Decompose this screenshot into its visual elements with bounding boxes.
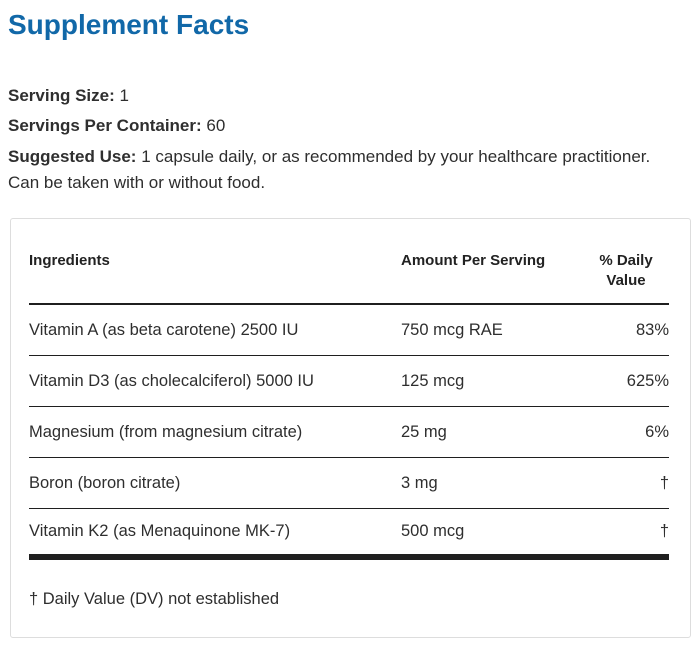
amount-cell: 125 mcg xyxy=(401,371,465,390)
serving-size-label: Serving Size: xyxy=(8,86,115,105)
amount-cell: 500 mcg xyxy=(401,522,465,540)
daily-value-cell: 625% xyxy=(626,371,669,390)
amount-cell: 750 mcg RAE xyxy=(401,320,503,339)
table-row-vitamin-k2: Vitamin K2 (as Menaquinone MK-7) 500 mcg… xyxy=(29,509,669,560)
suggested-use-line: Suggested Use: 1 capsule daily, or as re… xyxy=(8,144,686,196)
ingredient-cell: Magnesium (from magnesium citrate) xyxy=(29,422,303,441)
header-ingredients: Ingredients xyxy=(29,252,110,269)
table-row-magnesium: Magnesium (from magnesium citrate) 25 mg… xyxy=(29,407,669,458)
table-row-vitamin-d3: Vitamin D3 (as cholecalciferol) 5000 IU … xyxy=(29,356,669,407)
daily-value-footnote: † Daily Value (DV) not established xyxy=(29,590,280,608)
supplement-facts-panel: Ingredients Amount Per Serving % Daily V… xyxy=(10,218,691,638)
serving-size-value: 1 xyxy=(119,86,129,105)
servings-per-container-line: Servings Per Container: 60 xyxy=(8,114,690,138)
ingredient-cell: Vitamin D3 (as cholecalciferol) 5000 IU xyxy=(29,371,314,390)
amount-cell: 25 mg xyxy=(401,422,447,441)
suggested-use-label: Suggested Use: xyxy=(8,147,137,166)
page-title: Supplement Facts xyxy=(8,9,250,40)
daily-value-cell: 6% xyxy=(645,422,669,441)
suggested-use-text: 1 capsule daily, or as recommended by yo… xyxy=(8,147,651,192)
facts-table-header: Ingredients Amount Per Serving % Daily V… xyxy=(29,251,669,305)
servings-per-container-label: Servings Per Container: xyxy=(8,116,202,135)
daily-value-cell: † xyxy=(659,473,669,492)
ingredient-cell: Vitamin A (as beta carotene) 2500 IU xyxy=(29,320,299,339)
header-amount-per-serving: Amount Per Serving xyxy=(401,252,546,269)
servings-per-container-value: 60 xyxy=(206,116,226,135)
ingredient-cell: Vitamin K2 (as Menaquinone MK-7) xyxy=(29,522,291,540)
header-percent-daily-value: % Daily Value xyxy=(599,252,653,289)
table-row-vitamin-a: Vitamin A (as beta carotene) 2500 IU 750… xyxy=(29,305,669,356)
daily-value-cell: † xyxy=(659,522,669,540)
serving-size-line: Serving Size: 1 xyxy=(8,84,690,108)
daily-value-cell: 83% xyxy=(635,320,669,339)
amount-cell: 3 mg xyxy=(401,473,438,492)
ingredient-cell: Boron (boron citrate) xyxy=(29,473,181,492)
table-row-boron: Boron (boron citrate) 3 mg † xyxy=(29,458,669,509)
